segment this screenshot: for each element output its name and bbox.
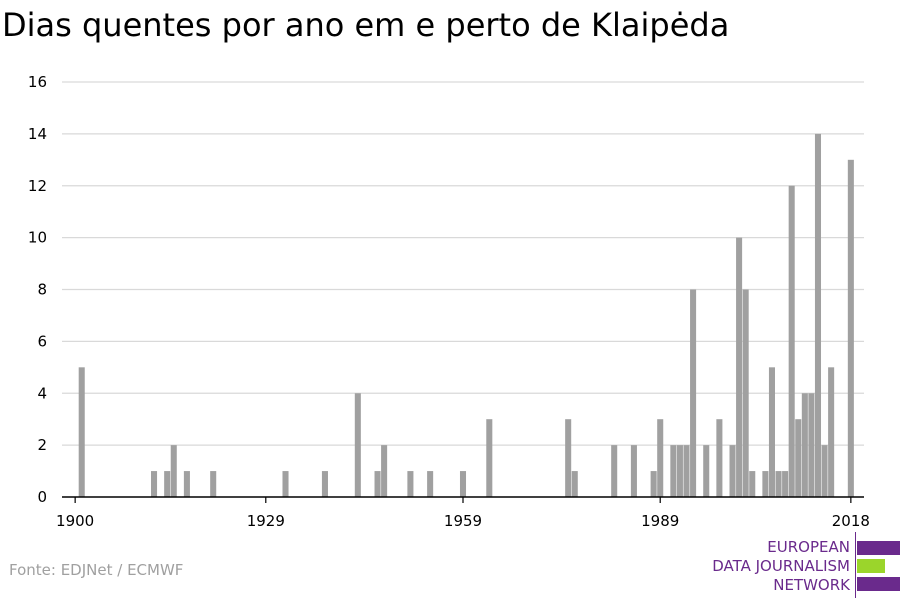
bar — [749, 471, 756, 497]
bar — [170, 445, 177, 497]
bar — [657, 419, 664, 497]
bar — [354, 393, 361, 497]
bar — [676, 445, 683, 497]
bar — [821, 445, 828, 497]
x-tick-label: 1989 — [641, 512, 679, 530]
bar — [729, 445, 736, 497]
chart-title: Dias quentes por ano em e perto de Klaip… — [2, 6, 730, 44]
bar — [183, 471, 190, 497]
bar — [801, 393, 808, 497]
bar — [775, 471, 782, 497]
x-tick-label: 1900 — [56, 512, 94, 530]
bar — [736, 237, 743, 497]
bar — [650, 471, 657, 497]
bar — [670, 445, 677, 497]
bar — [282, 471, 289, 497]
y-tick-label: 4 — [37, 384, 47, 402]
source-note: Fonte: EDJNet / ECMWF — [9, 561, 184, 579]
bar — [795, 419, 802, 497]
bar — [210, 471, 217, 497]
x-tick-label: 1959 — [444, 512, 482, 530]
y-tick-label: 6 — [37, 332, 47, 350]
y-tick-label: 16 — [28, 73, 47, 91]
bar — [321, 471, 328, 497]
y-tick-label: 2 — [37, 436, 47, 454]
bar — [782, 471, 789, 497]
y-tick-label: 8 — [37, 281, 47, 299]
bar — [630, 445, 637, 497]
y-axis-labels: 0 2 4 6 8 10 12 14 16 — [28, 73, 47, 506]
bar — [78, 367, 85, 497]
bar — [459, 471, 467, 497]
x-axis: 1900 1929 1959 1989 2018 — [56, 496, 870, 530]
bar — [374, 471, 381, 497]
logo-bar-top — [857, 541, 900, 555]
bar — [427, 471, 434, 497]
bar — [742, 289, 749, 497]
bar — [847, 159, 854, 497]
logo-divider — [855, 532, 856, 598]
grid-lines — [62, 81, 864, 446]
bar — [381, 445, 388, 497]
bar — [565, 419, 572, 497]
bar-series — [78, 133, 854, 497]
bar — [828, 367, 835, 497]
logo-text: EUROPEAN DATA JOURNALISM NETWORK — [712, 538, 850, 595]
bar — [407, 471, 414, 497]
logo-bar-bottom — [857, 577, 900, 591]
y-tick-label: 10 — [28, 229, 47, 247]
y-tick-label: 0 — [37, 488, 47, 506]
bar — [611, 445, 618, 497]
bar — [690, 289, 697, 497]
edjnet-logo[interactable]: EUROPEAN DATA JOURNALISM NETWORK — [700, 532, 900, 598]
bar — [164, 471, 171, 497]
bar — [683, 445, 690, 497]
y-tick-label: 14 — [28, 125, 47, 143]
x-tick-label: 1929 — [247, 512, 285, 530]
bar — [788, 185, 795, 497]
logo-line-2: DATA JOURNALISM — [712, 557, 850, 575]
bar — [703, 445, 710, 497]
logo-line-3: NETWORK — [773, 576, 850, 594]
bar — [808, 393, 815, 497]
y-tick-label: 12 — [28, 177, 47, 195]
x-tick-label: 2018 — [832, 512, 870, 530]
logo-bar-middle — [857, 559, 885, 573]
bar — [814, 133, 822, 497]
bar — [151, 471, 158, 497]
bar — [716, 419, 723, 497]
bar-chart: 0 2 4 6 8 10 12 14 16 1900 1929 1959 1989 2018 — [28, 73, 870, 530]
bar — [768, 367, 775, 497]
bar — [571, 471, 578, 497]
bar — [486, 419, 493, 497]
bar — [762, 471, 769, 497]
logo-line-1: EUROPEAN — [767, 538, 850, 556]
